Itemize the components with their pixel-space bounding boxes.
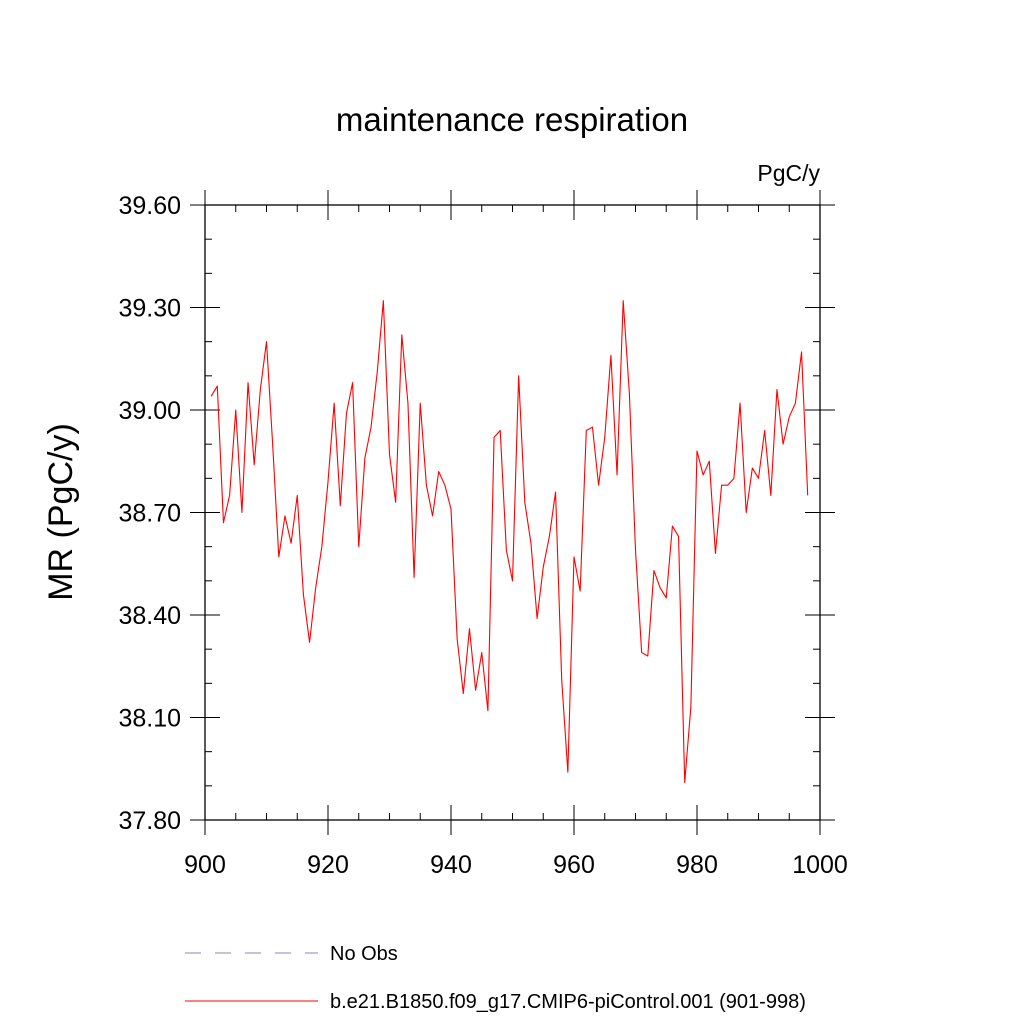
y-tick-label: 37.80 [118,807,181,835]
series-layer [210,300,809,783]
x-tick-label: 920 [307,851,349,879]
y-axis-label: MR (PgC/y) [42,423,80,601]
y-tick-labels: 37.80 38.10 38.40 38.70 39.00 39.30 39.60 [118,192,181,835]
legend: No Obs b.e21.B1850.f09_g17.CMIP6-piContr… [185,943,806,1013]
y-tick-label: 38.10 [118,705,181,733]
x-tick-label: 1000 [792,851,848,879]
y-tick-label: 39.60 [118,192,181,220]
y-tick-label: 39.30 [118,295,181,323]
x-tick-label: 980 [676,851,718,879]
x-tick-labels: 900 920 940 960 980 1000 [184,851,848,879]
series-line-0 [210,300,809,783]
x-tick-label: 960 [553,851,595,879]
x-tick-label: 900 [184,851,226,879]
legend-label-no-obs: No Obs [330,943,398,965]
x-tick-label: 940 [430,851,472,879]
axis-ticks [190,190,835,835]
y-tick-label: 38.40 [118,602,181,630]
chart-title: maintenance respiration [336,101,688,138]
plot-frame [204,204,821,821]
y-tick-label: 39.00 [118,397,181,425]
units-label: PgC/y [757,160,820,186]
y-tick-label: 38.70 [118,500,181,528]
legend-label-model: b.e21.B1850.f09_g17.CMIP6-piControl.001 … [330,991,806,1013]
